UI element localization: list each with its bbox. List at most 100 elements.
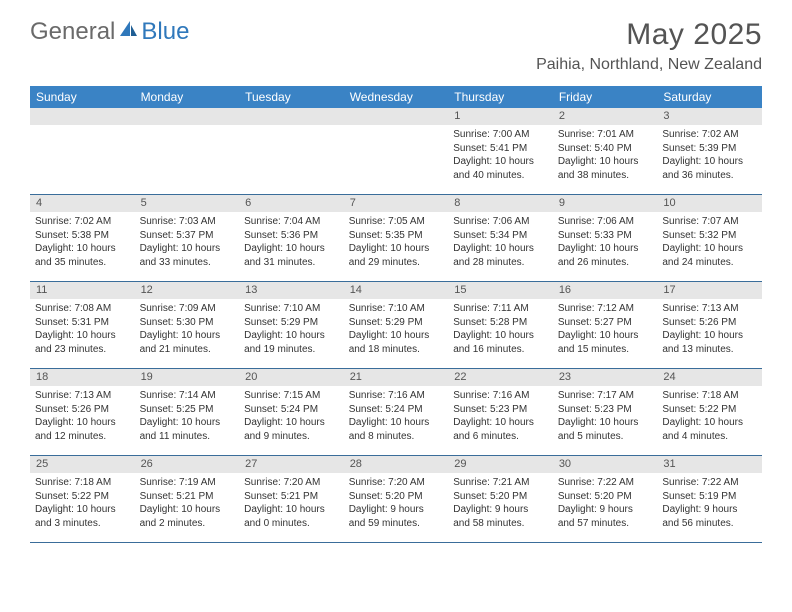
month-title: May 2025 bbox=[536, 18, 762, 52]
day-cell: 8Sunrise: 7:06 AMSunset: 5:34 PMDaylight… bbox=[448, 195, 553, 281]
day-cell bbox=[30, 108, 135, 194]
day-line: Sunrise: 7:05 AM bbox=[349, 215, 444, 229]
day-cell bbox=[239, 108, 344, 194]
day-cell: 25Sunrise: 7:18 AMSunset: 5:22 PMDayligh… bbox=[30, 456, 135, 542]
day-line: and 15 minutes. bbox=[558, 343, 653, 357]
day-number bbox=[135, 108, 240, 125]
day-line: Sunset: 5:23 PM bbox=[558, 403, 653, 417]
day-cell: 15Sunrise: 7:11 AMSunset: 5:28 PMDayligh… bbox=[448, 282, 553, 368]
day-cell: 31Sunrise: 7:22 AMSunset: 5:19 PMDayligh… bbox=[657, 456, 762, 542]
day-line: Sunrise: 7:10 AM bbox=[244, 302, 339, 316]
day-line: and 13 minutes. bbox=[662, 343, 757, 357]
day-line: Daylight: 10 hours bbox=[453, 416, 548, 430]
day-number: 4 bbox=[30, 195, 135, 212]
day-content: Sunrise: 7:18 AMSunset: 5:22 PMDaylight:… bbox=[30, 473, 135, 534]
day-line: Daylight: 9 hours bbox=[662, 503, 757, 517]
day-cell: 13Sunrise: 7:10 AMSunset: 5:29 PMDayligh… bbox=[239, 282, 344, 368]
day-line: Daylight: 10 hours bbox=[35, 416, 130, 430]
day-line: Sunset: 5:40 PM bbox=[558, 142, 653, 156]
day-line: Sunset: 5:39 PM bbox=[662, 142, 757, 156]
day-line: and 59 minutes. bbox=[349, 517, 444, 531]
day-content: Sunrise: 7:02 AMSunset: 5:38 PMDaylight:… bbox=[30, 212, 135, 273]
day-number: 24 bbox=[657, 369, 762, 386]
day-line: Daylight: 10 hours bbox=[244, 416, 339, 430]
day-number: 13 bbox=[239, 282, 344, 299]
day-line: and 23 minutes. bbox=[35, 343, 130, 357]
day-line: Sunset: 5:20 PM bbox=[349, 490, 444, 504]
logo-text-blue: Blue bbox=[141, 18, 189, 46]
day-cell: 28Sunrise: 7:20 AMSunset: 5:20 PMDayligh… bbox=[344, 456, 449, 542]
day-line: Sunset: 5:34 PM bbox=[453, 229, 548, 243]
day-content: Sunrise: 7:22 AMSunset: 5:20 PMDaylight:… bbox=[553, 473, 658, 534]
day-cell: 27Sunrise: 7:20 AMSunset: 5:21 PMDayligh… bbox=[239, 456, 344, 542]
day-cell: 24Sunrise: 7:18 AMSunset: 5:22 PMDayligh… bbox=[657, 369, 762, 455]
day-line: Sunrise: 7:11 AM bbox=[453, 302, 548, 316]
day-line: and 0 minutes. bbox=[244, 517, 339, 531]
day-number: 12 bbox=[135, 282, 240, 299]
day-line: Daylight: 10 hours bbox=[244, 503, 339, 517]
day-cell: 30Sunrise: 7:22 AMSunset: 5:20 PMDayligh… bbox=[553, 456, 658, 542]
day-cell bbox=[344, 108, 449, 194]
day-line: Sunset: 5:23 PM bbox=[453, 403, 548, 417]
day-line: Sunset: 5:26 PM bbox=[662, 316, 757, 330]
day-line: Daylight: 10 hours bbox=[140, 329, 235, 343]
day-line: and 16 minutes. bbox=[453, 343, 548, 357]
day-content: Sunrise: 7:18 AMSunset: 5:22 PMDaylight:… bbox=[657, 386, 762, 447]
day-line: Sunrise: 7:18 AM bbox=[35, 476, 130, 490]
day-content: Sunrise: 7:22 AMSunset: 5:19 PMDaylight:… bbox=[657, 473, 762, 534]
day-line: Sunset: 5:32 PM bbox=[662, 229, 757, 243]
day-line: Sunrise: 7:17 AM bbox=[558, 389, 653, 403]
week-row: 4Sunrise: 7:02 AMSunset: 5:38 PMDaylight… bbox=[30, 195, 762, 282]
weekday-header: Wednesday bbox=[344, 86, 449, 108]
day-line: and 18 minutes. bbox=[349, 343, 444, 357]
day-line: Sunrise: 7:02 AM bbox=[662, 128, 757, 142]
day-line: and 19 minutes. bbox=[244, 343, 339, 357]
day-line: Daylight: 10 hours bbox=[140, 416, 235, 430]
day-line: Daylight: 10 hours bbox=[349, 242, 444, 256]
day-line: and 57 minutes. bbox=[558, 517, 653, 531]
week-row: 1Sunrise: 7:00 AMSunset: 5:41 PMDaylight… bbox=[30, 108, 762, 195]
day-line: Sunrise: 7:22 AM bbox=[558, 476, 653, 490]
day-cell: 1Sunrise: 7:00 AMSunset: 5:41 PMDaylight… bbox=[448, 108, 553, 194]
day-line: Sunrise: 7:22 AM bbox=[662, 476, 757, 490]
weekday-header: Monday bbox=[135, 86, 240, 108]
day-content bbox=[239, 125, 344, 132]
day-line: Sunset: 5:41 PM bbox=[453, 142, 548, 156]
day-cell: 6Sunrise: 7:04 AMSunset: 5:36 PMDaylight… bbox=[239, 195, 344, 281]
day-content bbox=[344, 125, 449, 132]
day-line: Daylight: 10 hours bbox=[662, 242, 757, 256]
day-content: Sunrise: 7:16 AMSunset: 5:23 PMDaylight:… bbox=[448, 386, 553, 447]
day-line: Daylight: 9 hours bbox=[453, 503, 548, 517]
day-line: Sunset: 5:36 PM bbox=[244, 229, 339, 243]
day-line: Sunset: 5:29 PM bbox=[349, 316, 444, 330]
day-line: Sunset: 5:19 PM bbox=[662, 490, 757, 504]
day-content: Sunrise: 7:15 AMSunset: 5:24 PMDaylight:… bbox=[239, 386, 344, 447]
day-content: Sunrise: 7:19 AMSunset: 5:21 PMDaylight:… bbox=[135, 473, 240, 534]
day-number: 30 bbox=[553, 456, 658, 473]
day-line: and 9 minutes. bbox=[244, 430, 339, 444]
day-line: Sunset: 5:22 PM bbox=[662, 403, 757, 417]
day-line: Sunset: 5:37 PM bbox=[140, 229, 235, 243]
day-cell: 20Sunrise: 7:15 AMSunset: 5:24 PMDayligh… bbox=[239, 369, 344, 455]
day-line: Daylight: 10 hours bbox=[558, 329, 653, 343]
day-number: 6 bbox=[239, 195, 344, 212]
day-line: Sunset: 5:28 PM bbox=[453, 316, 548, 330]
day-number: 2 bbox=[553, 108, 658, 125]
day-cell: 16Sunrise: 7:12 AMSunset: 5:27 PMDayligh… bbox=[553, 282, 658, 368]
day-line: and 21 minutes. bbox=[140, 343, 235, 357]
weeks-container: 1Sunrise: 7:00 AMSunset: 5:41 PMDaylight… bbox=[30, 108, 762, 543]
day-line: Sunset: 5:21 PM bbox=[244, 490, 339, 504]
day-line: Sunset: 5:30 PM bbox=[140, 316, 235, 330]
day-line: and 31 minutes. bbox=[244, 256, 339, 270]
day-line: Sunset: 5:24 PM bbox=[244, 403, 339, 417]
day-number: 19 bbox=[135, 369, 240, 386]
day-number: 22 bbox=[448, 369, 553, 386]
day-line: and 26 minutes. bbox=[558, 256, 653, 270]
day-line: Sunrise: 7:16 AM bbox=[349, 389, 444, 403]
day-line: Sunset: 5:27 PM bbox=[558, 316, 653, 330]
day-line: and 38 minutes. bbox=[558, 169, 653, 183]
day-number: 7 bbox=[344, 195, 449, 212]
day-line: and 2 minutes. bbox=[140, 517, 235, 531]
day-line: Sunrise: 7:06 AM bbox=[558, 215, 653, 229]
logo-text-general: General bbox=[30, 18, 115, 46]
